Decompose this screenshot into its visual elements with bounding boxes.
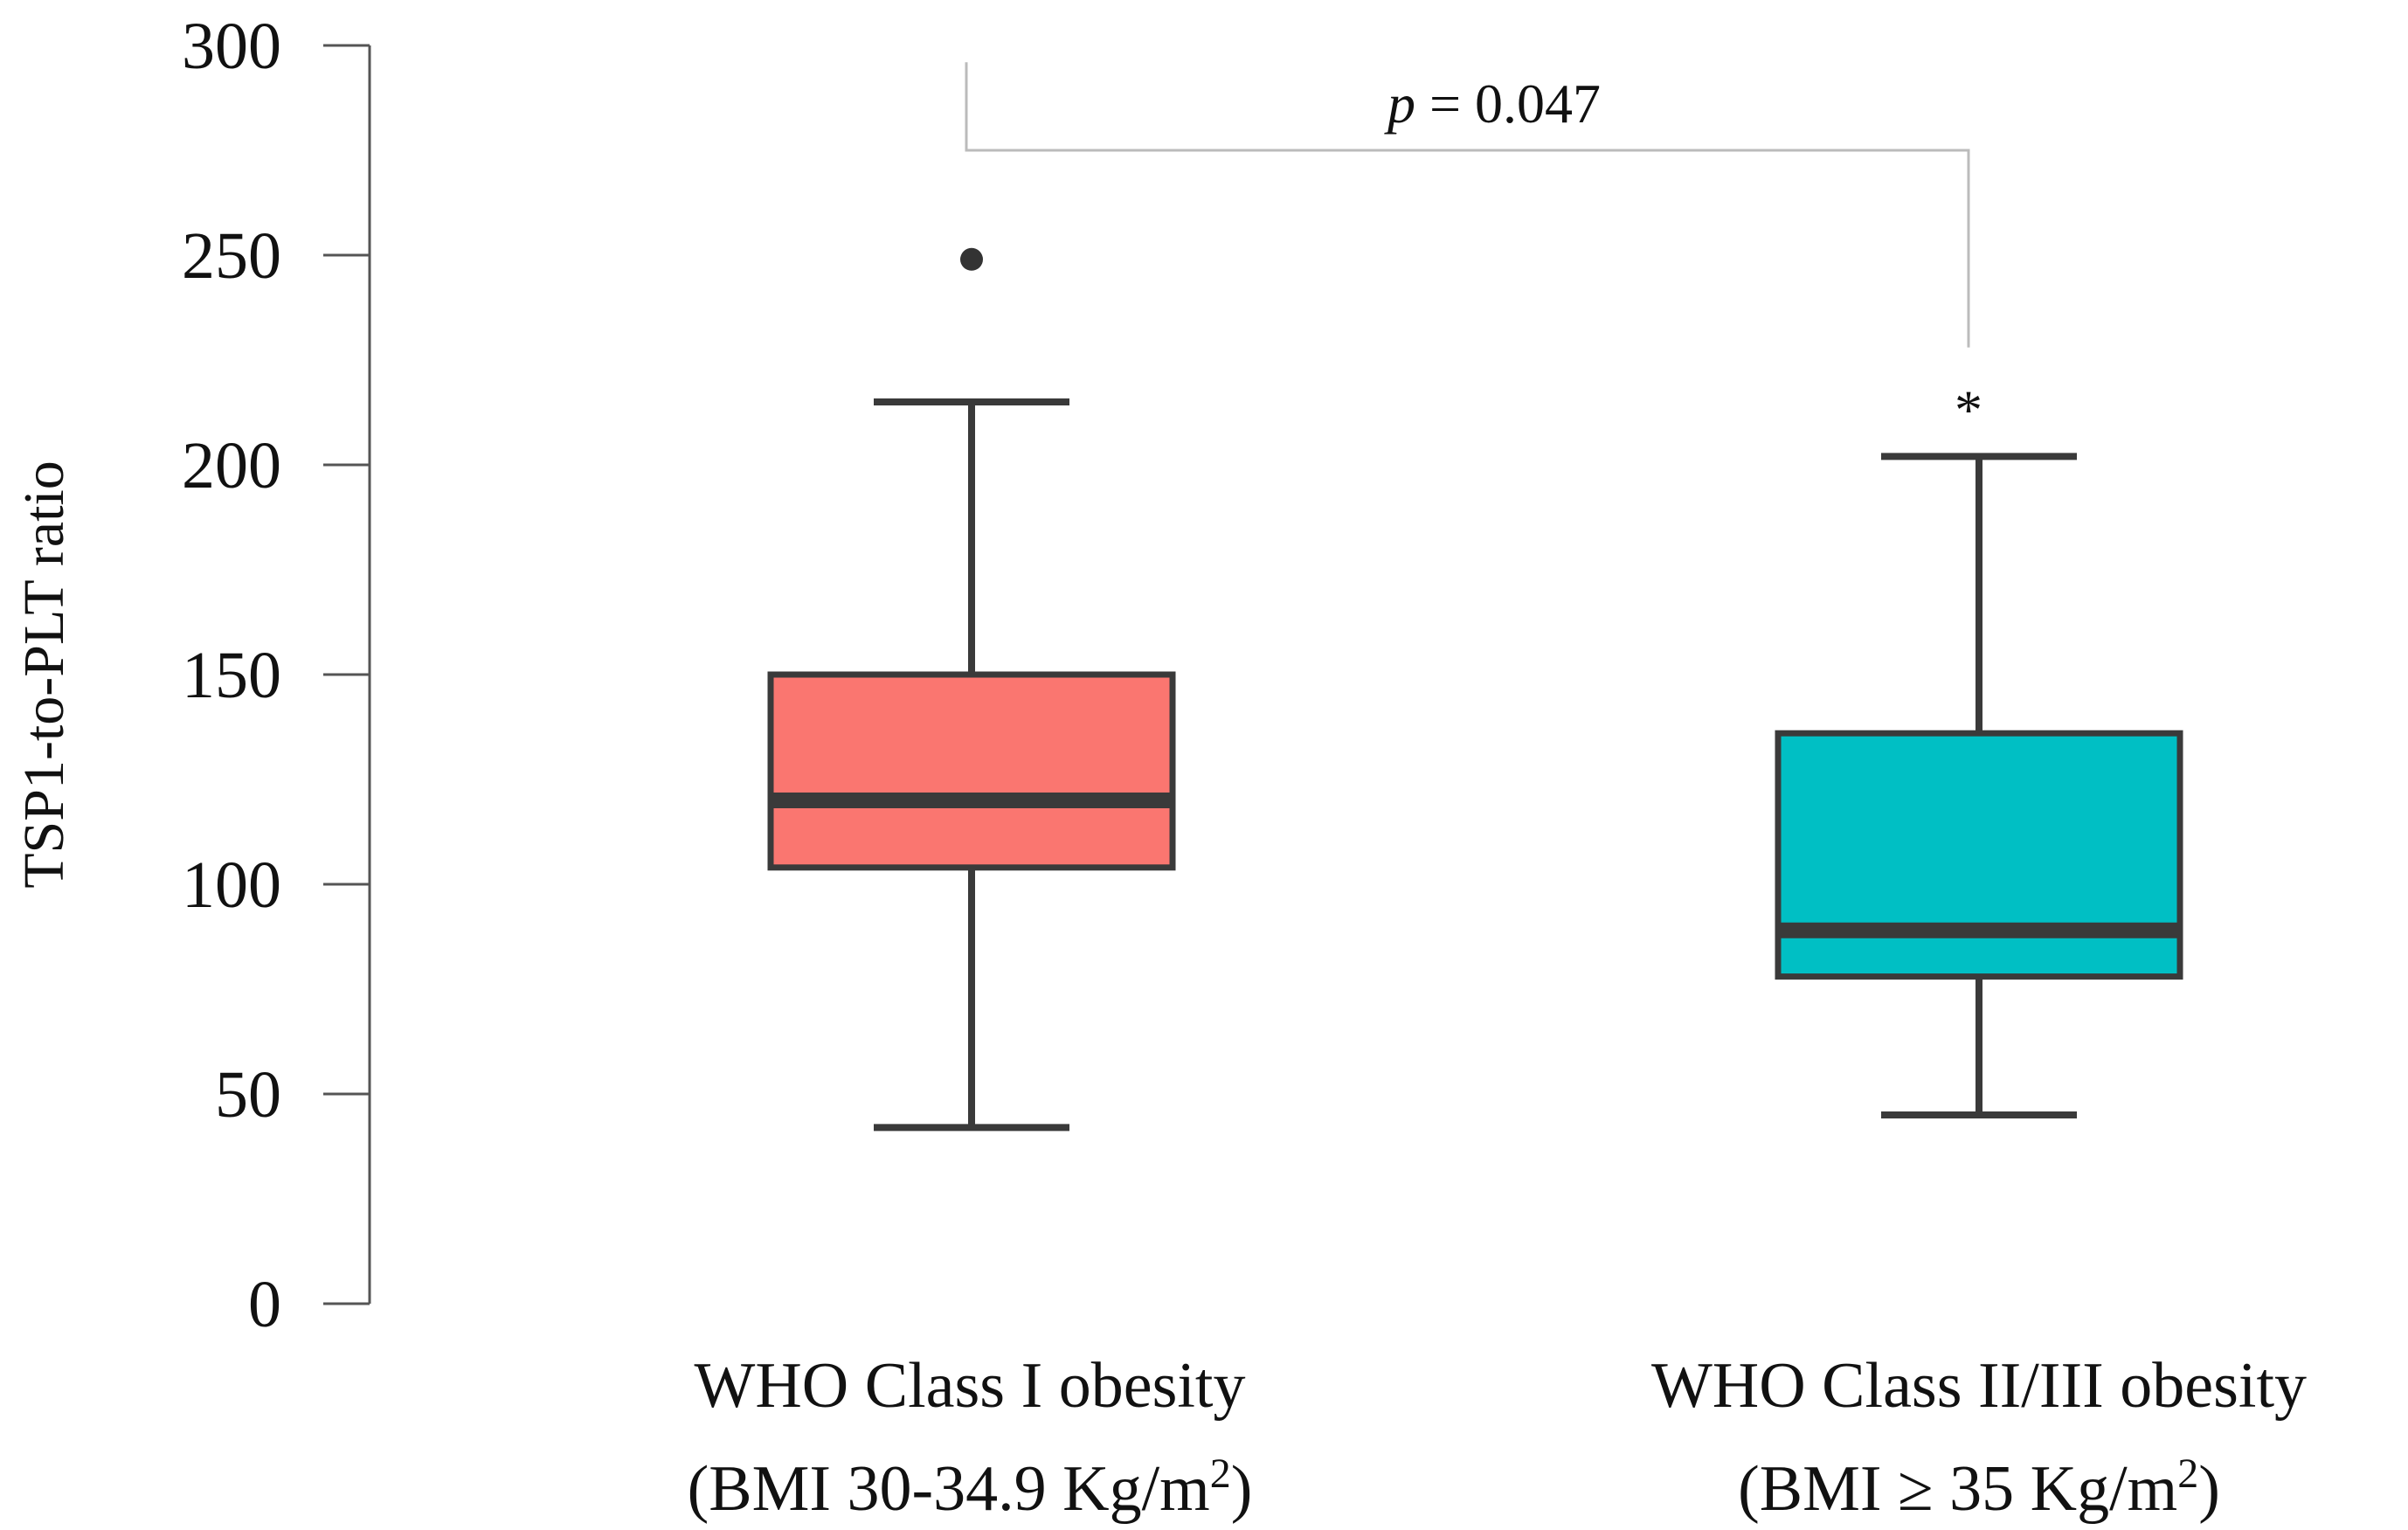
box-iqr-0 [767,671,1176,871]
category-label-1: WHO Class II/III obesity (BMI ≥ 35 Kg/m2… [1651,1350,2307,1525]
category-label-0-line2-suffix: ) [1231,1453,1253,1525]
significance-marker: * [1955,378,1982,440]
y-axis-title: TSP1-to-PLT ratio [12,460,76,889]
category-label-0-line2-prefix: (BMI 30-34.9 Kg/m [688,1453,1210,1525]
y-tick-label-5: 250 [182,219,281,293]
y-tick-label-0: 0 [248,1268,281,1341]
category-label-0-line2-sup: 2 [1210,1450,1231,1497]
category-label-1-line1: WHO Class II/III obesity [1651,1350,2307,1422]
p-value-text: = 0.047 [1415,73,1601,135]
y-tick-label-3: 150 [182,639,281,712]
box-0 [767,247,1176,1132]
y-tick-label-4: 200 [182,429,281,502]
outlier-0-0 [960,247,983,271]
y-tick-label-1: 50 [215,1058,281,1132]
y-tick-label-6: 300 [182,10,281,83]
category-label-0: WHO Class I obesity (BMI 30-34.9 Kg/m2) [688,1350,1253,1525]
y-tick-label-2: 100 [182,848,281,922]
box-iqr-1 [1775,730,2183,980]
category-label-1-line2-sup: 2 [2177,1450,2198,1497]
p-value-label: p = 0.047 [1384,73,1601,135]
y-axis-ticks: 0 50 100 150 200 250 300 [182,10,370,1341]
category-label-1-line2-prefix: (BMI ≥ 35 Kg/m [1738,1453,2177,1525]
box-1 [1775,453,2183,1118]
category-label-0-line1: WHO Class I obesity [695,1350,1246,1422]
category-label-1-line2-suffix: ) [2198,1453,2220,1525]
p-symbol: p [1384,73,1415,135]
significance-bracket [965,62,1970,348]
category-label-0-line2: (BMI 30-34.9 Kg/m2) [688,1450,1253,1526]
box-series [767,247,2183,1132]
category-label-1-line2: (BMI ≥ 35 Kg/m2) [1738,1450,2220,1526]
